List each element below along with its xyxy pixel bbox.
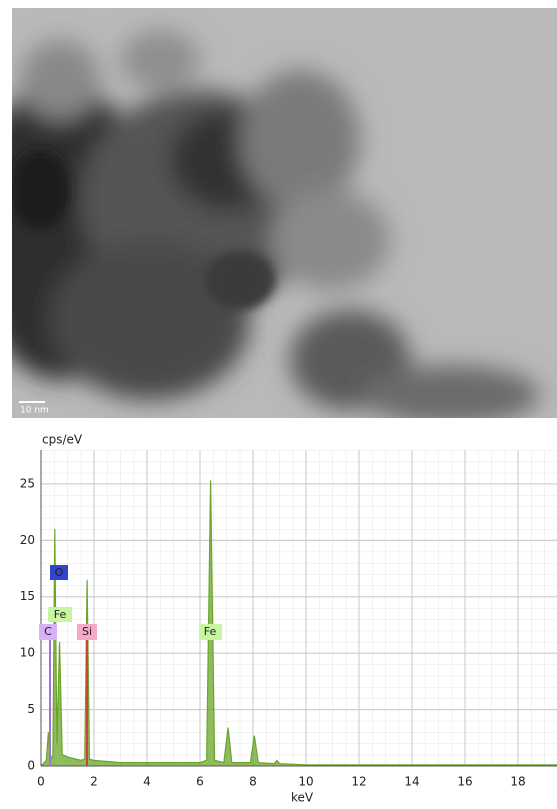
minor-grid xyxy=(41,450,557,766)
x-tick-label: 8 xyxy=(249,775,257,789)
element-label: Fe xyxy=(204,625,217,638)
y-axis-label: cps/eV xyxy=(42,433,83,447)
x-tick-label: 14 xyxy=(404,775,419,789)
x-tick-label: 16 xyxy=(457,775,472,789)
y-tick-label: 15 xyxy=(20,589,35,603)
y-tick-label: 25 xyxy=(20,476,35,490)
x-tick-label: 12 xyxy=(351,775,366,789)
element-label: Fe xyxy=(54,608,67,621)
y-tick-label: 20 xyxy=(20,533,35,547)
x-tick-label: 18 xyxy=(510,775,525,789)
y-tick-label: 5 xyxy=(27,702,35,716)
x-tick-label: 10 xyxy=(298,775,313,789)
page: {"image": {"scale_bar": "10 nm"}, "chart… xyxy=(0,0,557,805)
element-label: O xyxy=(55,566,64,579)
figure: 10 nm O Fe C Si Fe cps/eV keV 0510152025… xyxy=(0,0,557,805)
element-label: Si xyxy=(82,625,92,638)
element-label: C xyxy=(44,625,52,638)
y-tick-label: 10 xyxy=(20,646,35,660)
tem-image: 10 nm xyxy=(0,8,557,425)
x-tick-label: 0 xyxy=(37,775,45,789)
x-tick-label: 4 xyxy=(143,775,151,789)
x-axis-label: keV xyxy=(291,791,314,805)
scale-bar-label: 10 nm xyxy=(20,406,49,416)
x-tick-label: 2 xyxy=(90,775,98,789)
x-tick-label: 6 xyxy=(196,775,204,789)
y-tick-label: 0 xyxy=(27,759,35,773)
